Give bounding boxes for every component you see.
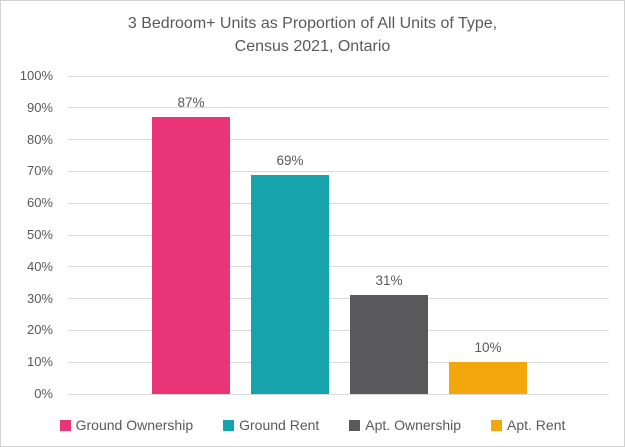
legend-label: Ground Ownership bbox=[75, 417, 194, 433]
y-axis: 100% 90% 80% 70% 60% 50% 40% 30% 20% 10% 0% bbox=[1, 68, 53, 401]
y-tick-label: 100% bbox=[19, 68, 53, 83]
bar-apt-ownership bbox=[350, 295, 428, 394]
y-tick-label: 30% bbox=[26, 290, 53, 306]
legend-swatch bbox=[491, 419, 503, 431]
legend: Ground Ownership Ground Rent Apt. Ownershi… bbox=[1, 417, 624, 433]
legend-swatch bbox=[223, 419, 235, 431]
bar-ground-ownership bbox=[152, 117, 230, 394]
bar-value-label: 69% bbox=[276, 152, 304, 168]
y-tick-label: 60% bbox=[26, 195, 53, 211]
bar-value-label: 87% bbox=[177, 95, 205, 111]
gridline bbox=[68, 234, 609, 236]
gridline bbox=[68, 202, 609, 204]
gridline bbox=[68, 170, 609, 172]
y-tick-label: 20% bbox=[26, 322, 53, 338]
bar-value-label: 10% bbox=[474, 340, 502, 356]
legend-item: Ground Rent bbox=[223, 417, 319, 433]
legend-item: Apt. Ownership bbox=[349, 417, 461, 433]
legend-swatch bbox=[349, 419, 361, 431]
legend-item: Ground Ownership bbox=[59, 417, 194, 433]
gridline bbox=[68, 266, 609, 268]
y-tick-label: 70% bbox=[26, 163, 53, 179]
gridline bbox=[68, 107, 609, 109]
gridline bbox=[68, 298, 609, 300]
bar-value-label: 31% bbox=[375, 273, 403, 289]
bar-apt-rent bbox=[449, 362, 527, 394]
gridline bbox=[68, 361, 609, 363]
legend-label: Ground Rent bbox=[239, 417, 320, 433]
gridline bbox=[68, 393, 609, 395]
gridline bbox=[68, 75, 609, 77]
y-tick-label: 90% bbox=[26, 99, 53, 115]
y-tick-label: 10% bbox=[26, 354, 53, 370]
legend-label: Apt. Ownership bbox=[365, 417, 462, 433]
y-tick-label: 80% bbox=[26, 131, 53, 147]
legend-swatch bbox=[59, 419, 71, 431]
legend-item: Apt. Rent bbox=[491, 417, 565, 433]
gridline bbox=[68, 329, 609, 331]
gridline bbox=[68, 139, 609, 141]
y-tick-label: 50% bbox=[26, 227, 53, 242]
legend-label: Apt. Rent bbox=[507, 417, 566, 433]
chart-title: 3 Bedroom+ Units as Proportion of All Un… bbox=[127, 15, 498, 55]
plot-area: 87% 69% 31% 10% bbox=[68, 75, 609, 395]
y-tick-label: 0% bbox=[34, 386, 53, 401]
bar-ground-rent bbox=[251, 174, 329, 394]
y-tick-label: 40% bbox=[26, 258, 53, 274]
